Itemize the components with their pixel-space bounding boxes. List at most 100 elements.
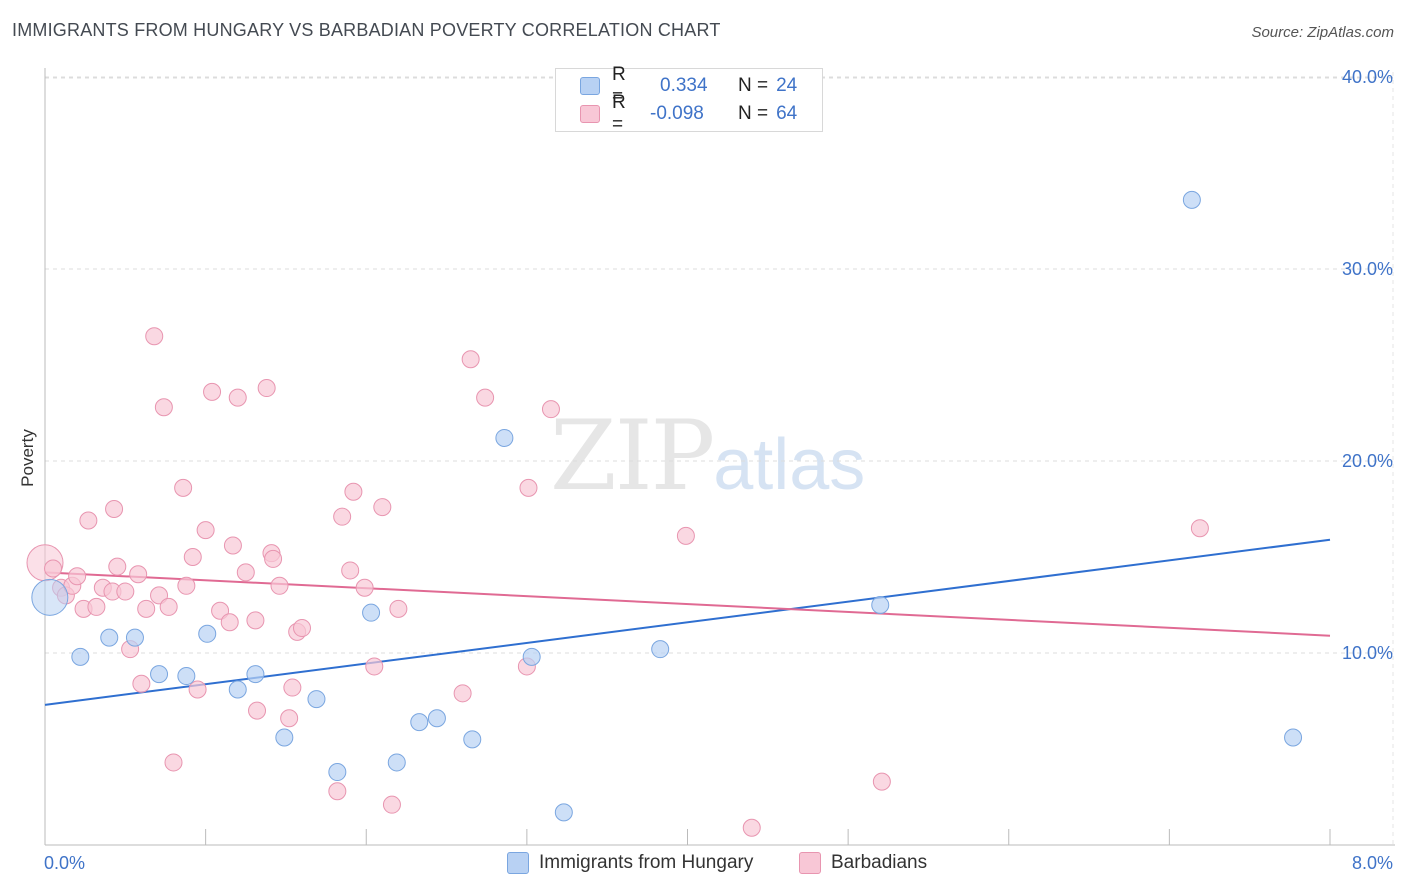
- point-barbadian: [164, 753, 183, 772]
- legend-row-barbadians: R = -0.098 N = 64: [580, 92, 798, 135]
- point-barbadian: [246, 611, 265, 630]
- bottom-legend-hungary: Immigrants from Hungary: [507, 852, 753, 874]
- point-hungary: [463, 730, 482, 749]
- data-points: [26, 190, 1303, 837]
- point-barbadian: [137, 599, 156, 618]
- watermark-atlas: atlas: [713, 425, 866, 505]
- bottom-legend-swatch-hungary: [507, 852, 529, 874]
- point-barbadian: [519, 478, 538, 497]
- point-barbadian: [328, 782, 347, 801]
- legend-r-value: -0.098: [650, 103, 704, 124]
- point-barbadian: [177, 576, 196, 595]
- bottom-legend-barbadians: Barbadians: [799, 852, 927, 874]
- point-barbadian: [280, 709, 299, 728]
- point-barbadian: [236, 563, 255, 582]
- legend-n-label: N =: [738, 75, 769, 96]
- x-tick-label: 0.0%: [44, 853, 85, 873]
- point-barbadian: [264, 549, 283, 568]
- bottom-legend-label-hungary: Immigrants from Hungary: [539, 852, 754, 873]
- point-barbadian: [1190, 519, 1209, 538]
- point-hungary: [495, 428, 514, 447]
- point-hungary: [275, 728, 294, 747]
- bottom-legend: Immigrants from Hungary Barbadians: [0, 852, 1406, 876]
- bottom-legend-label-barbadians: Barbadians: [831, 852, 928, 873]
- point-barbadian: [283, 678, 302, 697]
- legend-swatch-hungary: [580, 77, 600, 95]
- point-hungary: [1182, 190, 1201, 209]
- point-barbadian: [68, 567, 87, 586]
- point-barbadian: [211, 601, 230, 620]
- point-barbadian: [341, 561, 360, 580]
- tick-labels: 10.0% 20.0% 30.0% 40.0% 0.0% 8.0%: [44, 67, 1393, 873]
- point-barbadian: [461, 350, 480, 369]
- legend-swatch-barbadians: [580, 105, 600, 123]
- point-hungary: [522, 647, 541, 666]
- legend-r-label: R =: [612, 64, 626, 107]
- point-hungary: [307, 690, 326, 709]
- point-hungary: [387, 753, 406, 772]
- point-barbadian: [132, 674, 151, 693]
- y-tick-label: 20.0%: [1342, 451, 1393, 471]
- point-barbadian: [365, 657, 384, 676]
- point-hungary: [410, 713, 429, 732]
- point-hungary: [100, 628, 119, 647]
- point-hungary: [1284, 728, 1303, 747]
- point-barbadian: [248, 701, 267, 720]
- legend-box: R = 0.334 N = 24 R = -0.098 N = 64: [555, 64, 823, 135]
- point-barbadian: [293, 619, 311, 638]
- point-barbadian: [220, 613, 239, 632]
- legend-n-value: 24: [776, 75, 798, 96]
- point-hungary: [177, 667, 196, 686]
- legend-r-label: R =: [612, 92, 626, 135]
- point-barbadian: [373, 498, 392, 517]
- legend-r-value: 0.334: [660, 75, 708, 96]
- point-hungary: [554, 803, 573, 822]
- point-barbadian: [183, 548, 202, 566]
- point-barbadian: [333, 507, 352, 526]
- point-hungary: [31, 578, 69, 616]
- legend-row-hungary: R = 0.334 N = 24: [580, 64, 798, 107]
- point-barbadian: [87, 597, 106, 616]
- point-barbadian: [453, 684, 472, 703]
- point-barbadian: [129, 565, 148, 584]
- point-hungary: [651, 640, 670, 659]
- point-barbadian: [108, 557, 127, 576]
- point-hungary: [198, 624, 217, 643]
- axes: [44, 68, 1395, 846]
- point-hungary: [427, 709, 446, 728]
- point-hungary: [871, 596, 890, 614]
- y-axis-label: Poverty: [18, 429, 37, 487]
- bottom-legend-swatch-barbadians: [799, 852, 821, 874]
- point-hungary: [328, 763, 347, 782]
- point-hungary: [125, 628, 144, 647]
- point-hungary: [362, 603, 381, 622]
- y-tick-label: 30.0%: [1342, 259, 1393, 279]
- point-barbadian: [154, 398, 173, 417]
- point-barbadian: [174, 478, 193, 497]
- point-barbadian: [382, 795, 401, 814]
- point-barbadian: [44, 559, 63, 578]
- y-tick-label: 40.0%: [1342, 67, 1393, 87]
- point-barbadian: [188, 680, 207, 699]
- point-barbadian: [541, 400, 560, 419]
- point-barbadian: [196, 521, 215, 540]
- legend-n-value: 64: [776, 103, 798, 124]
- point-barbadian: [203, 382, 222, 401]
- point-hungary: [228, 680, 247, 699]
- chart-title: IMMIGRANTS FROM HUNGARY VS BARBADIAN POV…: [12, 20, 721, 40]
- point-hungary: [150, 665, 169, 684]
- legend-n-label: N =: [738, 103, 769, 124]
- point-barbadian: [476, 388, 495, 407]
- watermark-zip: ZIP: [550, 400, 715, 512]
- point-barbadian: [270, 576, 289, 595]
- point-barbadian: [223, 536, 242, 555]
- point-barbadian: [389, 599, 408, 618]
- point-barbadian: [344, 482, 363, 501]
- point-barbadian: [355, 578, 374, 597]
- point-barbadian: [872, 772, 891, 791]
- point-hungary: [246, 665, 265, 684]
- point-barbadian: [742, 818, 761, 837]
- point-barbadian: [228, 388, 247, 407]
- point-barbadian: [159, 597, 178, 616]
